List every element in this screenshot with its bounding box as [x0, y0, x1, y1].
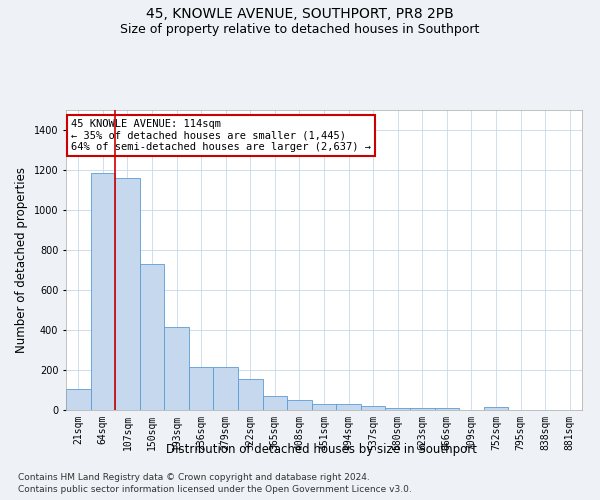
Bar — [115, 178, 140, 410]
Bar — [336, 404, 361, 410]
Text: 45 KNOWLE AVENUE: 114sqm
← 35% of detached houses are smaller (1,445)
64% of sem: 45 KNOWLE AVENUE: 114sqm ← 35% of detach… — [71, 119, 371, 152]
Y-axis label: Number of detached properties: Number of detached properties — [15, 167, 28, 353]
Text: Contains public sector information licensed under the Open Government Licence v3: Contains public sector information licen… — [18, 485, 412, 494]
Bar — [263, 396, 287, 410]
Bar — [164, 327, 189, 410]
Bar — [385, 408, 410, 410]
Bar — [361, 406, 385, 410]
Bar — [66, 389, 91, 410]
Text: Size of property relative to detached houses in Southport: Size of property relative to detached ho… — [121, 22, 479, 36]
Text: Contains HM Land Registry data © Crown copyright and database right 2024.: Contains HM Land Registry data © Crown c… — [18, 472, 370, 482]
Bar — [484, 407, 508, 410]
Bar — [312, 404, 336, 410]
Bar — [410, 408, 434, 410]
Bar — [214, 367, 238, 410]
Bar — [434, 408, 459, 410]
Text: 45, KNOWLE AVENUE, SOUTHPORT, PR8 2PB: 45, KNOWLE AVENUE, SOUTHPORT, PR8 2PB — [146, 8, 454, 22]
Text: Distribution of detached houses by size in Southport: Distribution of detached houses by size … — [166, 442, 476, 456]
Bar — [140, 264, 164, 410]
Bar — [238, 379, 263, 410]
Bar — [91, 173, 115, 410]
Bar — [189, 367, 214, 410]
Bar — [287, 400, 312, 410]
